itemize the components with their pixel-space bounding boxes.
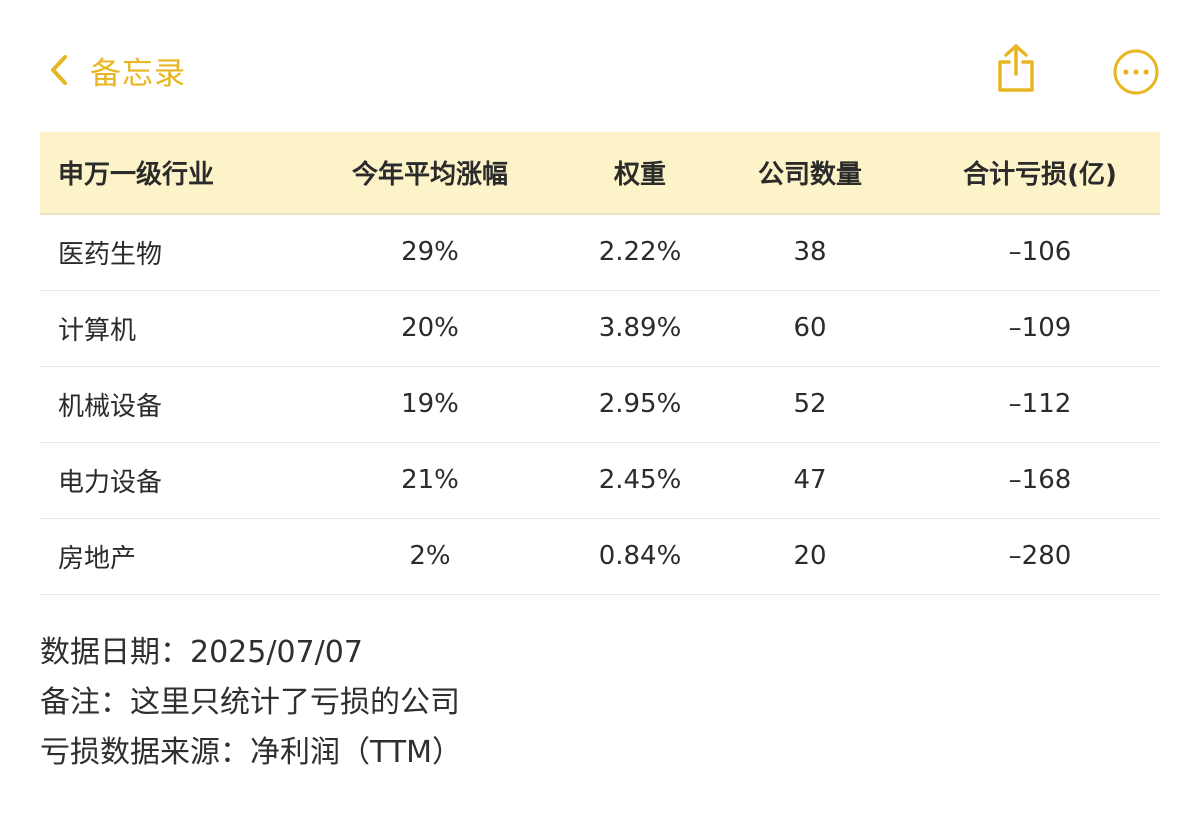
table-row: 机械设备 19% 2.95% 52 –112 bbox=[40, 366, 1160, 443]
more-icon bbox=[1112, 48, 1160, 96]
notes-section: 数据日期：2025/07/07 备注：这里只统计了亏损的公司 亏损数据来源：净利… bbox=[40, 628, 1160, 778]
cell-company-count: 47 bbox=[700, 442, 920, 519]
table-header-row: 申万一级行业 今年平均涨幅 权重 公司数量 合计亏损(亿) bbox=[40, 132, 1160, 215]
cell-weight: 2.22% bbox=[580, 214, 700, 291]
cell-total-loss: –106 bbox=[920, 214, 1160, 291]
share-button[interactable] bbox=[994, 42, 1038, 94]
column-header-total-loss: 合计亏损(亿) bbox=[920, 132, 1160, 215]
industry-loss-table: 申万一级行业 今年平均涨幅 权重 公司数量 合计亏损(亿) 医药生物 29% 2… bbox=[40, 132, 1160, 595]
cell-avg-gain: 20% bbox=[280, 290, 580, 367]
column-header-avg-gain: 今年平均涨幅 bbox=[280, 132, 580, 215]
table-row: 计算机 20% 3.89% 60 –109 bbox=[40, 290, 1160, 367]
more-button[interactable] bbox=[1112, 48, 1160, 96]
cell-weight: 0.84% bbox=[580, 518, 700, 595]
cell-total-loss: –112 bbox=[920, 366, 1160, 443]
table-row: 电力设备 21% 2.45% 47 –168 bbox=[40, 442, 1160, 519]
column-header-industry: 申万一级行业 bbox=[40, 132, 280, 215]
column-header-company-count: 公司数量 bbox=[700, 132, 920, 215]
cell-total-loss: –168 bbox=[920, 442, 1160, 519]
chevron-left-icon bbox=[48, 53, 70, 87]
cell-company-count: 60 bbox=[700, 290, 920, 367]
share-icon bbox=[994, 42, 1038, 94]
cell-weight: 3.89% bbox=[580, 290, 700, 367]
cell-avg-gain: 19% bbox=[280, 366, 580, 443]
cell-avg-gain: 21% bbox=[280, 442, 580, 519]
data-date-note: 数据日期：2025/07/07 bbox=[40, 635, 363, 670]
cell-industry: 机械设备 bbox=[40, 366, 280, 443]
remark-note: 备注：这里只统计了亏损的公司 bbox=[40, 685, 460, 720]
back-button[interactable]: 备忘录 bbox=[48, 46, 186, 94]
cell-industry: 房地产 bbox=[40, 518, 280, 595]
navigation-bar: 备忘录 bbox=[0, 0, 1200, 140]
cell-avg-gain: 2% bbox=[280, 518, 580, 595]
cell-company-count: 20 bbox=[700, 518, 920, 595]
back-label: 备忘录 bbox=[90, 55, 186, 92]
table-row: 医药生物 29% 2.22% 38 –106 bbox=[40, 214, 1160, 291]
data-source-note: 亏损数据来源：净利润（TTM） bbox=[40, 735, 463, 770]
cell-company-count: 52 bbox=[700, 366, 920, 443]
cell-industry: 电力设备 bbox=[40, 442, 280, 519]
cell-industry: 医药生物 bbox=[40, 214, 280, 291]
cell-avg-gain: 29% bbox=[280, 214, 580, 291]
cell-weight: 2.95% bbox=[580, 366, 700, 443]
cell-industry: 计算机 bbox=[40, 290, 280, 367]
table-row: 房地产 2% 0.84% 20 –280 bbox=[40, 518, 1160, 595]
column-header-weight: 权重 bbox=[580, 132, 700, 215]
cell-total-loss: –280 bbox=[920, 518, 1160, 595]
cell-weight: 2.45% bbox=[580, 442, 700, 519]
cell-company-count: 38 bbox=[700, 214, 920, 291]
cell-total-loss: –109 bbox=[920, 290, 1160, 367]
